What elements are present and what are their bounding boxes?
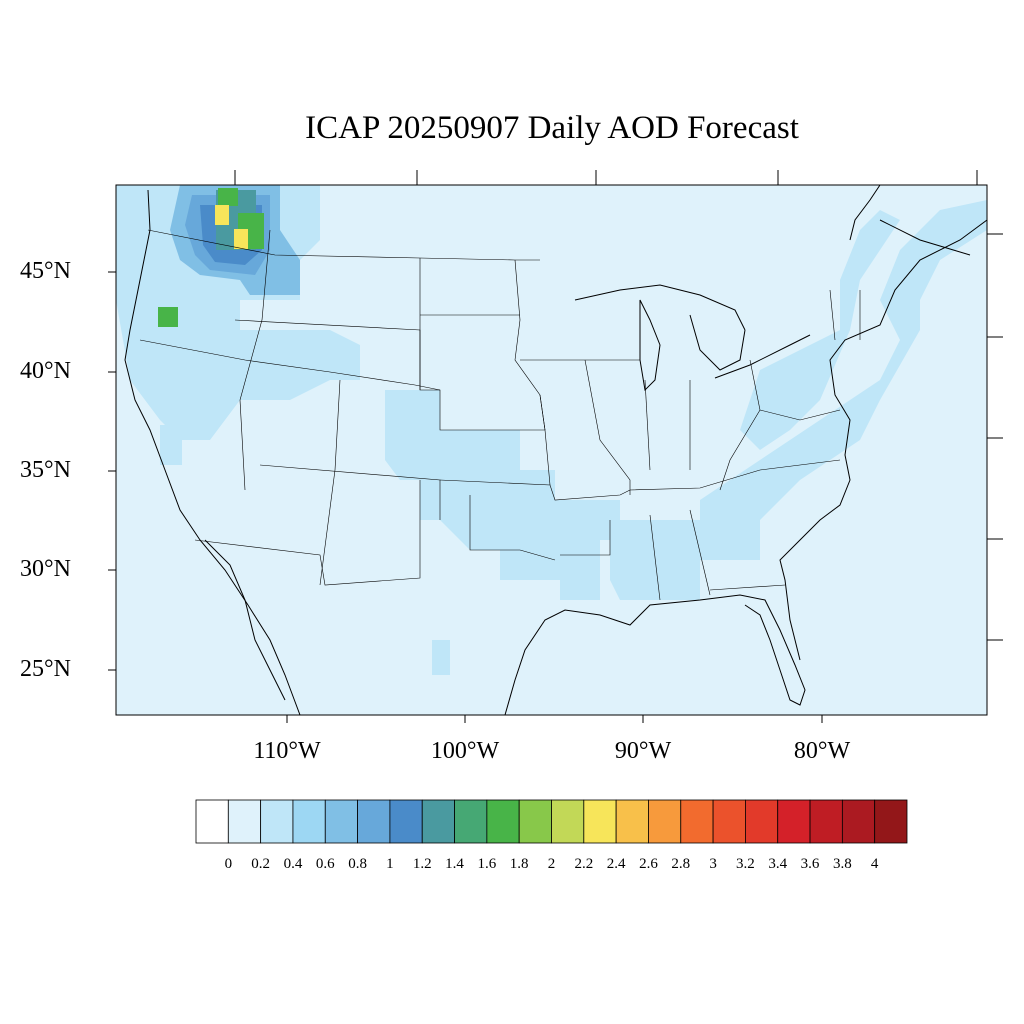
colorbar-tick-label: 4	[870, 856, 879, 872]
colorbar-tick-label: 3.6	[800, 856, 820, 872]
lat-label-40n: 40°N	[20, 358, 71, 384]
lat-label-25n: 25°N	[20, 656, 71, 682]
colorbar	[195, 799, 908, 844]
colorbar-tick-label: 1.2	[412, 856, 432, 872]
colorbar-swatch	[551, 799, 585, 844]
colorbar-swatch	[680, 799, 714, 844]
colorbar-tick-label: 0.2	[251, 856, 270, 872]
colorbar-swatch	[583, 799, 617, 844]
colorbar-tick-label: 1.8	[509, 856, 529, 872]
map-frame	[115, 184, 988, 716]
colorbar-swatch	[745, 799, 779, 844]
colorbar-swatch	[421, 799, 455, 844]
colorbar-tick-label: 0	[224, 856, 233, 872]
colorbar-swatch	[712, 799, 746, 844]
colorbar-swatch	[260, 799, 294, 844]
map-title: ICAP 20250907 Daily AOD Forecast	[305, 110, 799, 146]
colorbar-swatch	[227, 799, 262, 844]
colorbar-tick-label: 2.6	[639, 856, 658, 872]
lat-label-30n: 30°N	[20, 556, 71, 582]
colorbar-tick-label: 3.4	[768, 856, 788, 872]
colorbar-swatch	[874, 799, 908, 844]
colorbar-tick-label: 3.2	[736, 856, 755, 872]
colorbar-tick-label: 1.6	[477, 856, 497, 872]
colorbar-swatch	[809, 799, 843, 844]
colorbar-tick-label: 0.6	[315, 856, 335, 872]
colorbar-swatch	[648, 799, 682, 844]
colorbar-swatch	[292, 799, 326, 844]
colorbar-tick-label: 2.4	[606, 856, 626, 872]
lon-label-100w: 100°W	[430, 738, 500, 764]
colorbar-tick-label: 2	[547, 856, 556, 872]
colorbar-swatch	[195, 799, 229, 844]
lon-label-90w: 90°W	[614, 738, 672, 764]
colorbar-tick-label: 1.4	[445, 856, 464, 872]
colorbar-swatch	[357, 799, 391, 844]
coastlines	[124, 185, 987, 715]
colorbar-swatch	[777, 799, 811, 844]
lon-label-110w: 110°W	[253, 738, 321, 764]
colorbar-tick-label: 3	[709, 856, 717, 872]
colorbar-swatch	[518, 799, 552, 844]
colorbar-swatch	[841, 799, 876, 844]
tick-marks	[108, 170, 1003, 723]
colorbar-tick-label: 3.8	[832, 856, 852, 872]
colorbar-tick-label: 1	[386, 856, 394, 872]
lat-label-45n: 45°N	[20, 258, 71, 284]
colorbar-swatch	[486, 799, 520, 844]
colorbar-swatch	[615, 799, 649, 844]
colorbar-tick-label: 2.8	[671, 856, 691, 872]
lat-label-35n: 35°N	[20, 457, 71, 483]
colorbar-swatch	[324, 799, 358, 844]
state-borders	[139, 229, 861, 601]
colorbar-tick-label: 2.2	[574, 856, 594, 872]
colorbar-swatch	[454, 799, 488, 844]
colorbar-tick-label: 0.8	[348, 856, 367, 872]
colorbar-swatch	[389, 799, 423, 844]
aod-field-yellow	[215, 205, 248, 249]
lon-label-80w: 80°W	[793, 738, 851, 764]
colorbar-tick-label: 0.4	[283, 856, 303, 872]
aod-field	[116, 185, 987, 675]
